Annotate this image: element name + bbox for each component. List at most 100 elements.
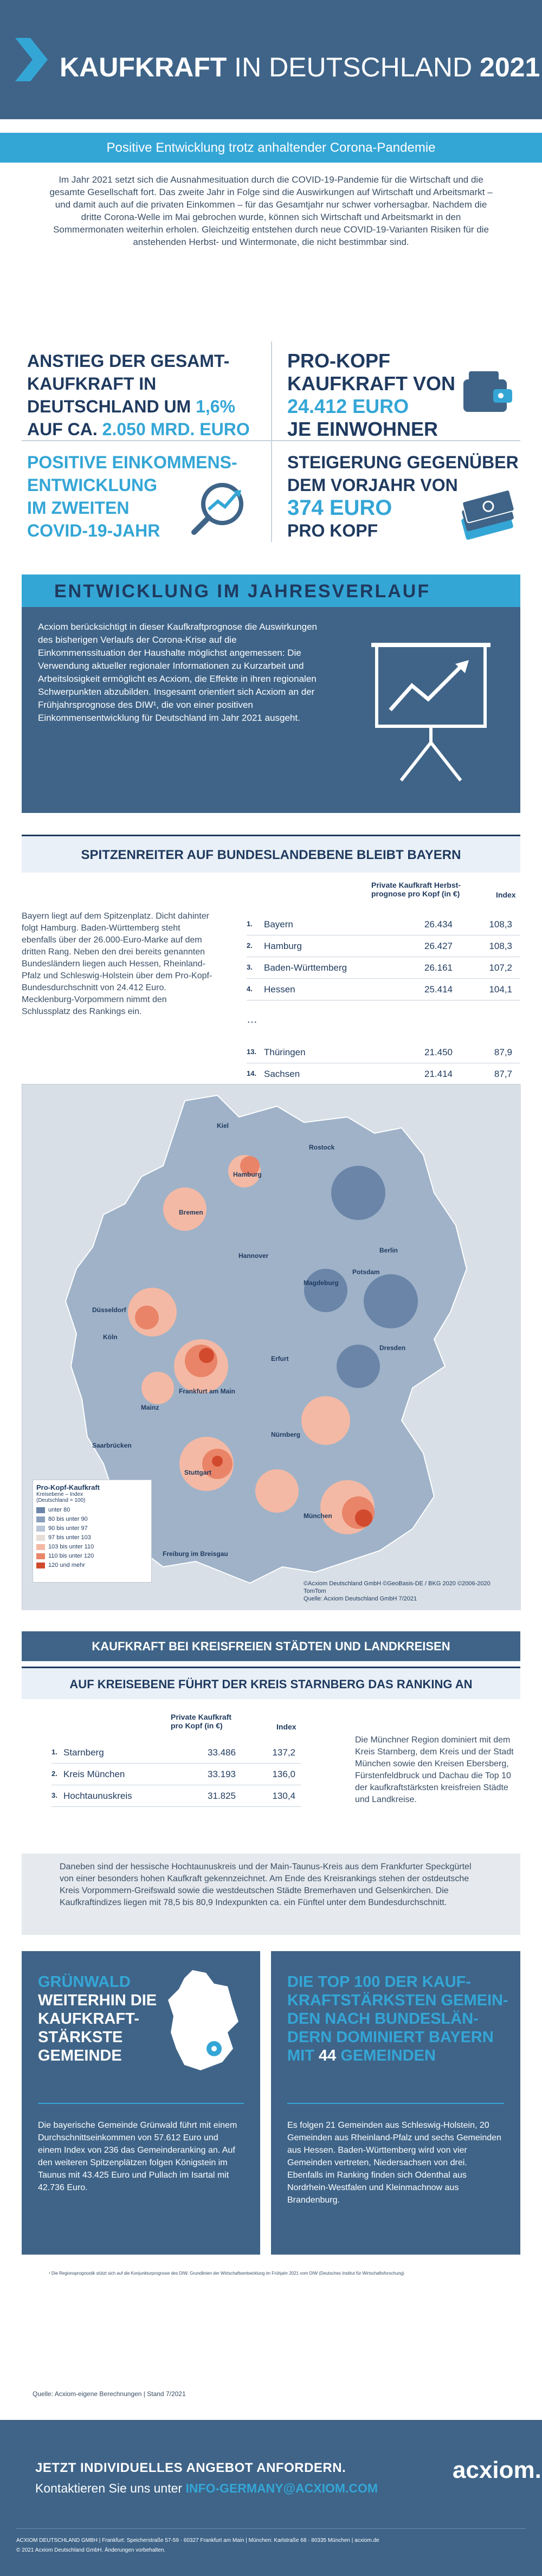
table-row: 13. Thüringen 21.450 87,9 xyxy=(247,1042,528,1064)
col-header-value: Private Kaufkraft pro Kopf (in €) xyxy=(171,1713,232,1730)
legend-item: 97 bis unter 103 xyxy=(36,1533,148,1542)
city-label: Potsdam xyxy=(352,1268,380,1276)
cell-index: 136,0 xyxy=(272,1769,295,1779)
legend-label: 110 bis unter 120 xyxy=(48,1553,94,1559)
cell-value: 21.450 xyxy=(424,1047,453,1057)
cell-value: 33.193 xyxy=(208,1769,236,1779)
cell-rank: 3. xyxy=(51,1791,57,1799)
kreise-subtitle: AUF KREISEBENE FÜHRT DER KREIS STARNBERG… xyxy=(69,1677,473,1691)
top100-text: Es folgen 21 Gemeinden aus Schleswig-Hol… xyxy=(287,2121,501,2205)
cell-value: 26.427 xyxy=(424,941,453,951)
cell-name: Hessen xyxy=(264,984,295,995)
col-header-index: Index xyxy=(496,890,516,899)
city-label: Stuttgart xyxy=(184,1469,211,1476)
col-header-index: Index xyxy=(276,1722,296,1731)
legend-label: 103 bis unter 110 xyxy=(48,1544,94,1550)
row-divider xyxy=(51,1763,301,1764)
city-label: Erfurt xyxy=(271,1355,289,1363)
city-label: Hamburg xyxy=(233,1171,262,1178)
cell-value: 26.161 xyxy=(424,963,453,973)
kf-einkommensentwicklung: POSITIVE EINKOMMENS- ENTWICKLUNG IM ZWEI… xyxy=(27,453,237,540)
legend-item: 103 bis unter 110 xyxy=(36,1542,148,1552)
germany-pin-icon xyxy=(168,1970,238,2070)
legend-swatch xyxy=(36,1526,45,1532)
table-row: 14. Sachsen 21.414 87,7 xyxy=(247,1064,528,1086)
footer-copyright: © 2021 Acxiom Deutschland GmbH. Änderung… xyxy=(16,2547,166,2553)
map-source: ©Acxiom Deutschland GmbH ©GeoBasis-DE / … xyxy=(304,1580,491,1602)
kreise-right-text: Die Münchner Region dominiert mit dem Kr… xyxy=(355,1735,514,1804)
kreise-title: KAUFKRAFT BEI KREISFREIEN STÄDTEN UND LA… xyxy=(92,1639,450,1653)
cell-name: Baden-Württemberg xyxy=(264,963,347,973)
legend-item: unter 80 xyxy=(36,1506,148,1515)
cell-index: 107,2 xyxy=(489,963,512,973)
legend-item: 80 bis unter 90 xyxy=(36,1515,148,1524)
money-stack-icon xyxy=(461,489,515,540)
col-header-value: Private Kaufkraft Herbst- prognose pro K… xyxy=(371,881,461,898)
subtitle: Positive Entwicklung trotz anhaltender C… xyxy=(106,140,436,155)
legend-swatch xyxy=(36,1563,45,1568)
legend-label: 120 und mehr xyxy=(48,1562,85,1568)
header-banner: KAUFKRAFT IN DEUTSCHLAND 2021 xyxy=(0,0,542,119)
legend-item: 110 bis unter 120 xyxy=(36,1552,148,1561)
table-row: 1. Starnberg 33.486 137,2 xyxy=(51,1742,322,1764)
footer-address: ACXIOM DEUTSCHLAND GMBH | Frankfurt: Spe… xyxy=(16,2538,379,2543)
spitzenreiter-text: Bayern liegt auf dem Spitzenplatz. Dicht… xyxy=(22,912,212,1016)
ellipsis: … xyxy=(247,1013,257,1025)
city-label: Magdeburg xyxy=(304,1279,339,1287)
legend-label: 90 bis unter 97 xyxy=(48,1525,88,1532)
table-row: 2. Kreis München 33.193 136,0 xyxy=(51,1764,322,1786)
cell-rank: 13. xyxy=(247,1048,257,1056)
top100-rule xyxy=(287,2103,504,2104)
entwicklung-box xyxy=(22,607,520,813)
city-label: Berlin xyxy=(379,1247,398,1254)
city-label: Mainz xyxy=(141,1404,159,1411)
acxiom-logo: acxiom. xyxy=(453,2457,541,2483)
kreise-subband: AUF KREISEBENE FÜHRT DER KREIS STARNBERG… xyxy=(22,1667,520,1699)
cell-name: Hochtaunuskreis xyxy=(63,1791,132,1801)
cell-name: Hamburg xyxy=(264,941,302,951)
kf-pro-kopf: PRO-KOPF KAUFKRAFT VON 24.412 EURO JE EI… xyxy=(287,350,455,440)
legend-swatch xyxy=(36,1553,45,1559)
subtitle-band: Positive Entwicklung trotz anhaltender C… xyxy=(0,133,542,163)
legend-label: 80 bis unter 90 xyxy=(48,1516,88,1522)
legend-item: 90 bis unter 97 xyxy=(36,1524,148,1533)
spitzenreiter-band: SPITZENREITER AUF BUNDESLANDEBENE BLEIBT… xyxy=(22,835,520,873)
legend-label: 97 bis unter 103 xyxy=(48,1534,91,1541)
cell-rank: 14. xyxy=(247,1069,257,1077)
map-legend: Pro-Kopf-Kaufkraft Kreisebene – Index (D… xyxy=(33,1480,152,1583)
city-label: Dresden xyxy=(379,1344,406,1352)
table-row: 4. Hessen 25.414 104,1 xyxy=(247,979,528,1001)
cell-index: 137,2 xyxy=(272,1747,295,1758)
cell-name: Kreis München xyxy=(63,1769,125,1779)
legend-swatch xyxy=(36,1544,45,1550)
cta-headline: JETZT INDIVIDUELLES ANGEBOT ANFORDERN. xyxy=(35,2461,346,2475)
kreise-band: KAUFKRAFT BEI KREISFREIEN STÄDTEN UND LA… xyxy=(22,1631,520,1661)
divider-horizontal xyxy=(22,440,520,441)
footnote: ¹ Die Regionsprognostik stützt sich auf … xyxy=(49,2271,404,2276)
cell-index: 87,9 xyxy=(494,1047,512,1057)
city-label: München xyxy=(304,1512,332,1520)
city-label: Nürnberg xyxy=(271,1431,300,1438)
legend-item: 120 und mehr xyxy=(36,1561,148,1570)
cell-index: 108,3 xyxy=(489,919,512,929)
page-title: KAUFKRAFT IN DEUTSCHLAND 2021 xyxy=(60,52,540,82)
gruenwald-text: Die bayerische Gemeinde Grünwald führt m… xyxy=(38,2121,237,2192)
city-label: Hannover xyxy=(238,1252,269,1260)
city-label: Düsseldorf xyxy=(92,1306,126,1314)
kf-steigerung: STEIGERUNG GEGENÜBER DEM VORJAHR VON 374… xyxy=(287,453,519,540)
cell-name: Bayern xyxy=(264,919,293,929)
table-row: 3. Baden-Württemberg 26.161 107,2 xyxy=(247,958,528,979)
cell-rank: 1. xyxy=(51,1748,57,1756)
email-link[interactable]: INFO-GERMANY@ACXIOM.COM xyxy=(185,2481,378,2495)
cell-rank: 2. xyxy=(247,941,253,950)
top100-heading: DIE TOP 100 DER KAUF- KRAFTSTÄRKSTEN GEM… xyxy=(287,1973,508,2064)
magnifier-chart-icon xyxy=(191,483,243,535)
cell-index: 104,1 xyxy=(489,984,512,995)
cell-rank: 3. xyxy=(247,963,253,971)
cell-name: Sachsen xyxy=(264,1069,300,1079)
entwicklung-text: Acxiom berücksichtigt in dieser Kaufkraf… xyxy=(38,622,317,723)
presentation-board-icon xyxy=(371,643,491,782)
spitzenreiter-title: SPITZENREITER AUF BUNDESLANDEBENE BLEIBT… xyxy=(81,848,461,862)
row-divider xyxy=(51,1806,301,1807)
cell-index: 130,4 xyxy=(272,1791,295,1801)
